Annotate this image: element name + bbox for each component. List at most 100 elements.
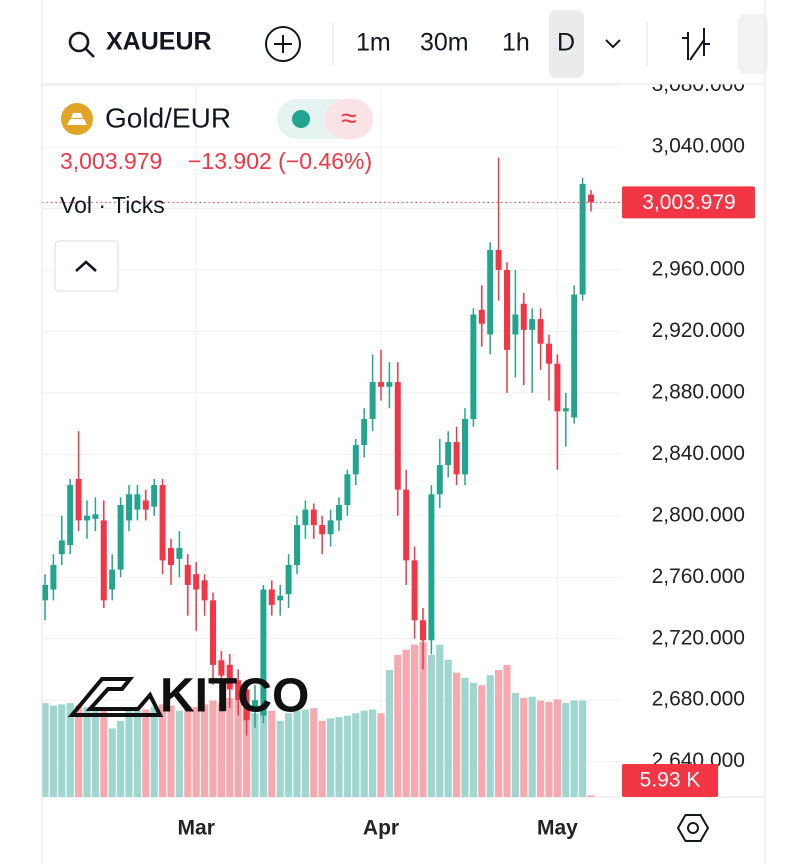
- candle-body: [546, 343, 552, 364]
- candle-body: [487, 249, 494, 335]
- volume-bar: [117, 720, 125, 797]
- volume-bar: [75, 705, 83, 797]
- volume-bar: [419, 642, 427, 797]
- volume-bar: [133, 710, 141, 797]
- volume-bar: [100, 710, 108, 797]
- volume-bar: [142, 709, 150, 797]
- candle-body: [268, 589, 275, 605]
- candle-body: [151, 485, 158, 507]
- candle-body: [126, 494, 132, 521]
- candle-body: [50, 564, 57, 590]
- candle-body: [470, 314, 477, 419]
- search-icon[interactable]: [68, 31, 90, 53]
- interval-dropdown[interactable]: [605, 39, 621, 49]
- candle-body: [294, 525, 300, 565]
- volume-bar: [276, 720, 284, 797]
- volume-bar: [537, 700, 545, 797]
- volume-bar: [495, 670, 503, 797]
- interval-selected-bg: [549, 10, 584, 78]
- interval[interactable]: D: [557, 29, 575, 57]
- y-tick-label: 2,800.000: [652, 503, 745, 526]
- candle-body: [386, 382, 393, 387]
- volume-bar: [528, 696, 536, 797]
- candle-body: [436, 465, 443, 495]
- volume-bar: [268, 710, 276, 797]
- settings-icon-center: [687, 822, 699, 834]
- candle-body: [193, 574, 200, 590]
- candle-body: [537, 319, 544, 344]
- volume-bar: [503, 665, 511, 797]
- add-button[interactable]: [265, 26, 301, 62]
- volume-bar: [301, 709, 309, 797]
- volume-bar: [579, 700, 587, 797]
- candle-body: [100, 520, 107, 601]
- candle-body: [562, 408, 569, 412]
- volume-bar: [175, 710, 183, 797]
- logo: KITCO: [160, 670, 309, 723]
- candle-body: [403, 489, 410, 561]
- interval[interactable]: 30m: [420, 29, 469, 57]
- symbol[interactable]: XAUEUR: [106, 28, 212, 56]
- volume-bar: [209, 700, 217, 797]
- volume-bar: [553, 699, 561, 797]
- candle-body: [42, 584, 48, 601]
- candle-body: [344, 474, 351, 506]
- volume-bar: [259, 708, 267, 797]
- volume-bar: [201, 704, 209, 797]
- volume-bar: [444, 659, 452, 797]
- candle-body: [260, 589, 267, 716]
- delay-icon: ≈: [341, 102, 356, 133]
- candle-body: [134, 494, 141, 510]
- candle-body: [176, 548, 183, 559]
- chart-type-icon[interactable]: [682, 28, 710, 61]
- y-tick-label: 2,680.000: [652, 688, 745, 711]
- volume-bar: [58, 704, 66, 797]
- volume-bar: [461, 677, 469, 797]
- volume-bar: [478, 685, 486, 797]
- logo-mark: [67, 677, 164, 717]
- settings-button[interactable]: [676, 814, 710, 842]
- price-tag-label: 3,003.979: [642, 191, 735, 214]
- volume-bar: [91, 706, 99, 797]
- volume-bar: [335, 717, 343, 797]
- x-tick-label: May: [537, 817, 578, 840]
- volume-bar: [285, 713, 293, 797]
- more-button[interactable]: [738, 14, 768, 74]
- volume-bar: [385, 670, 393, 797]
- status-pill-right: [325, 99, 373, 139]
- volume-bar: [486, 675, 494, 797]
- volume-bar: [318, 720, 326, 797]
- candle-body: [327, 520, 334, 535]
- candle-body: [579, 183, 586, 295]
- candle-body: [504, 269, 510, 350]
- volume-bar: [184, 705, 192, 797]
- volume-bar: [226, 698, 234, 797]
- volume-bar: [83, 706, 91, 797]
- interval[interactable]: 1m: [356, 29, 391, 57]
- x-tick-label: Mar: [178, 817, 215, 840]
- candle-body: [420, 620, 426, 641]
- candle-body: [394, 382, 401, 490]
- volume-bar: [66, 703, 74, 797]
- candle-body: [310, 509, 317, 526]
- last-price: 3,003.979: [60, 148, 162, 174]
- y-tick-label: 2,880.000: [652, 380, 745, 403]
- price-tag: [622, 186, 755, 219]
- candle-body: [588, 194, 594, 203]
- interval[interactable]: 1h: [502, 29, 530, 57]
- collapse-button[interactable]: [54, 240, 119, 292]
- volume-bar: [150, 706, 158, 797]
- candle-body: [117, 505, 124, 570]
- volume-bar: [234, 700, 242, 797]
- volume-bar: [562, 703, 570, 797]
- candle-body: [201, 580, 208, 601]
- candle-body: [285, 564, 292, 595]
- search-icon-handle: [85, 48, 95, 58]
- volume-bar: [343, 715, 351, 797]
- volume-bar: [217, 703, 225, 797]
- candle-body: [369, 382, 376, 419]
- add-icon: [274, 35, 292, 53]
- volume-bar: [427, 654, 435, 797]
- candle-body: [428, 494, 435, 641]
